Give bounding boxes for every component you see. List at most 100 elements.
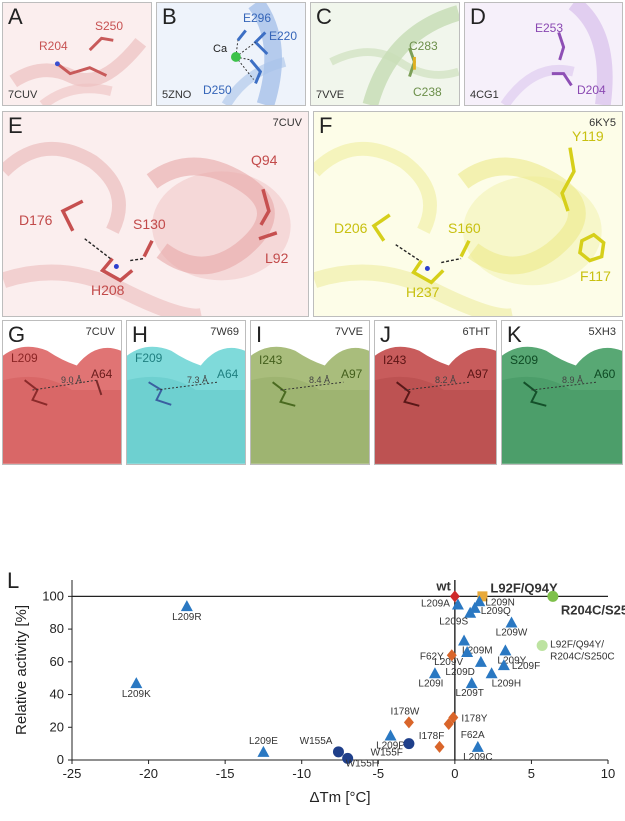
distance-label: 8.2 Å <box>435 375 457 385</box>
residue-label: L92 <box>265 250 289 266</box>
point-l209y <box>499 644 512 656</box>
calcium-ion <box>231 52 241 62</box>
point-label: L209T <box>456 688 484 699</box>
y-tick-label: 40 <box>50 687 64 702</box>
panel-letter: I <box>256 322 263 347</box>
point-l209r <box>180 600 193 612</box>
point-label: L209Y <box>497 655 526 666</box>
x-tick-label: -10 <box>292 766 311 781</box>
residue-label: A64 <box>91 367 113 381</box>
point-label: L209H <box>492 678 521 689</box>
ribbon-structure-e <box>3 141 291 316</box>
point-label: L92F/Q94Y <box>490 580 558 595</box>
point-w155f <box>403 738 415 750</box>
ribbon-structure-c <box>329 5 459 105</box>
residue-label: E253 <box>535 21 564 35</box>
point-label: L209I <box>418 678 443 689</box>
distance-label: 8.4 Å <box>309 375 331 385</box>
point-label: L209K <box>122 689 151 700</box>
panel-letter: G <box>8 322 26 347</box>
panel-letter: C <box>316 4 332 29</box>
point-label: L209A <box>421 599 450 610</box>
distance-label: 8.9 Å <box>562 375 584 385</box>
panel-b: B E296 E220 Ca D250 5ZNO <box>156 2 306 106</box>
residue-label: D204 <box>577 83 606 97</box>
ribbon-structure-d <box>500 3 613 105</box>
point-label: L209F <box>512 661 540 672</box>
point-l209n <box>473 595 486 607</box>
panel-letter: E <box>8 113 23 138</box>
residue-label: I243 <box>383 353 407 367</box>
pdb-id: 5XH3 <box>588 326 616 338</box>
point-l209w <box>505 616 518 628</box>
panel-letter: F <box>319 113 333 138</box>
point-label: R204C/S250C <box>550 651 614 662</box>
point-w155h <box>342 752 354 764</box>
y-tick-label: 60 <box>50 654 64 669</box>
panel-letter: A <box>8 4 23 29</box>
point-l209k <box>130 677 143 689</box>
point-l92f-q94y-r204c-s250c <box>536 639 548 651</box>
y-tick-label: 80 <box>50 621 64 636</box>
y-tick-label: 20 <box>50 719 64 734</box>
residue-label: Q94 <box>251 152 278 168</box>
panel-k: K 5XH3 S209 A60 8.9 Å <box>501 320 623 465</box>
x-axis-label: ΔTm [°C] <box>309 789 370 806</box>
x-tick-label: 5 <box>528 766 535 781</box>
surface-h <box>127 346 245 464</box>
panel-f: F 6KY5 Y119 D206 S160 H237 F117 <box>313 111 623 317</box>
point-l209h <box>485 667 498 679</box>
pdb-id: 6THT <box>462 326 491 338</box>
panel-i: I 7VVE I243 A97 8.4 Å <box>250 320 370 465</box>
surface-i <box>251 346 369 464</box>
point-wt <box>449 590 460 603</box>
residue-label: D176 <box>19 212 53 228</box>
pdb-id: 7CUV <box>272 117 302 129</box>
panel-letter: D <box>470 4 486 29</box>
point-l209m <box>458 634 471 646</box>
y-tick-label: 0 <box>57 752 64 767</box>
residue-label: A97 <box>467 367 489 381</box>
distance-label: 7.3 Å <box>187 375 209 385</box>
panel-letter: L <box>7 568 20 593</box>
point-label: L209R <box>172 612 201 623</box>
point-label: wt <box>435 578 451 593</box>
point-label: L209V <box>434 657 463 668</box>
point-label: L92F/Q94Y/ <box>550 639 604 650</box>
pdb-id: 7CUV <box>85 326 115 338</box>
panel-h: H 7W69 F209 A64 7.3 Å <box>126 320 246 465</box>
ribbon-structure-f <box>314 141 606 316</box>
residue-label: F209 <box>135 351 163 365</box>
residue-label: S130 <box>133 216 166 232</box>
panel-c: C C283 C238 7VVE <box>310 2 460 106</box>
residue-label: S160 <box>448 220 481 236</box>
point-l209f <box>497 659 510 671</box>
distance-label: 9.0 Å <box>61 375 83 385</box>
residue-label: H237 <box>406 284 440 300</box>
pdb-id: 6KY5 <box>589 117 616 129</box>
point-label: L209N <box>485 597 514 608</box>
surface-g <box>3 346 121 464</box>
panel-j: J 6THT I243 A97 8.2 Å <box>374 320 497 465</box>
point-label: I178Y <box>461 713 487 724</box>
point-l209t <box>465 677 478 689</box>
residue-label: C283 <box>409 39 438 53</box>
point-f62a <box>443 718 454 730</box>
point-label: L209D <box>445 667 474 678</box>
point-i178f <box>434 740 445 753</box>
x-tick-label: -5 <box>373 766 385 781</box>
point-label: L209M <box>462 646 493 657</box>
point-label: W155H <box>346 758 379 769</box>
residue-label: F117 <box>580 268 611 284</box>
ribbon-structure-b <box>221 3 287 105</box>
residue-label: E296 <box>243 11 272 25</box>
y-tick-label: 100 <box>42 588 64 603</box>
residue-label: A64 <box>217 367 239 381</box>
x-tick-label: 10 <box>601 766 615 781</box>
panel-letter: K <box>507 322 522 347</box>
x-tick-label: 0 <box>451 766 458 781</box>
point-label: L209S <box>439 617 468 628</box>
point-f62y <box>446 649 457 662</box>
pdb-id: 7VVE <box>334 326 363 338</box>
point-l92f-q94y <box>477 591 488 602</box>
